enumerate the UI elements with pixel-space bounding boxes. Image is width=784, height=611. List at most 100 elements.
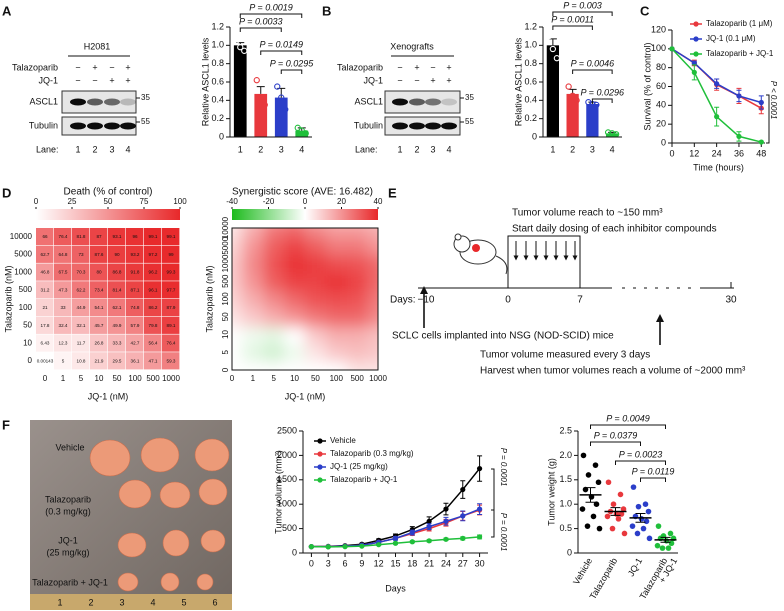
significance-bracket [260, 50, 303, 55]
y-tick-label: 0.8 [524, 58, 537, 68]
data-point [593, 501, 600, 508]
colorbar-tick-label: 25 [68, 197, 77, 206]
heatmap-cell [126, 245, 144, 263]
cell-value: 47.1 [149, 358, 158, 363]
treatment-sign: + [92, 62, 97, 72]
x-axis-label: JQ-1 (nM) [88, 391, 129, 401]
panel-label: D [2, 185, 11, 200]
y-axis-label: Relative ASCL1 levels [513, 37, 523, 126]
cell-value: 81.8 [77, 234, 86, 239]
surface-cell [242, 236, 265, 256]
heatmap-cell [54, 228, 72, 246]
lane-number: 3 [430, 144, 435, 154]
blot-band [441, 98, 457, 106]
heatmap-cell [108, 299, 126, 317]
x-axis-label: Days [385, 583, 406, 593]
y-tick-label: 1.0 [524, 40, 537, 50]
cell-value: 97.7 [167, 287, 176, 292]
cell-value: 99.1 [149, 234, 158, 239]
cell-value: 89.1 [167, 323, 176, 328]
heatmap-cell [162, 299, 180, 317]
heatmap-cell [108, 228, 126, 246]
cell-value: 76.4 [59, 234, 68, 239]
bar [233, 45, 247, 138]
surface-cell [263, 272, 286, 292]
surface-cell [232, 228, 244, 238]
lane-label: Lane: [355, 144, 378, 154]
data-point [736, 93, 742, 99]
data-point [460, 535, 466, 541]
surface-cell [232, 343, 244, 363]
panel-label: A [2, 3, 12, 18]
data-point [645, 508, 652, 515]
surface-cell [284, 290, 306, 309]
treatment-label: Talazoparib [337, 62, 383, 72]
colorbar-tick-label: 75 [140, 197, 149, 206]
data-point [584, 523, 591, 529]
lane-number: 2 [92, 144, 97, 154]
lane-number: 3 [109, 144, 114, 154]
data-point [443, 536, 449, 542]
surface-cell [367, 307, 378, 327]
bar [295, 130, 309, 137]
legend-label: Talazoparib (0.3 mg/kg) [330, 449, 414, 458]
data-point [579, 506, 586, 512]
surface-cell [284, 361, 306, 370]
plot-frame [231, 227, 379, 371]
data-point [545, 33, 553, 40]
blot-band [409, 122, 425, 130]
blot-band [425, 98, 441, 106]
surface-cell [263, 236, 286, 256]
heatmap-cell [54, 299, 72, 317]
legend-label: Talazoparib + JQ-1 [330, 475, 398, 484]
x-tick-label: 0 [43, 374, 48, 383]
x-tick-label: 1 [61, 374, 66, 383]
y-axis-label: Talazoparib (nM) [3, 265, 13, 332]
lane-number: 4 [446, 144, 451, 154]
cell-value: 54.1 [95, 305, 104, 310]
surface-cell [263, 228, 286, 238]
surface-cell [346, 307, 369, 327]
heatmap-cell [108, 263, 126, 281]
y-axis-label: Talazoparib (nM) [204, 265, 214, 332]
cell-value: 74.8 [131, 305, 140, 310]
surface-cell [346, 272, 369, 292]
band-label: ASCL1 [354, 96, 383, 106]
data-point [392, 535, 399, 541]
cell-value: 11.7 [77, 341, 86, 346]
y-tick-label: 100 [651, 43, 666, 53]
heatmap-cell [90, 299, 108, 317]
heatmap-cell [144, 299, 162, 317]
blot-band [104, 98, 120, 106]
lane-number: 2 [414, 144, 419, 154]
heatmap-cell [90, 228, 108, 246]
data-point [667, 530, 674, 537]
y-tick-label: 100 [221, 292, 230, 306]
blot-title: Xenografts [390, 41, 434, 51]
surface-cell [263, 307, 286, 327]
cell-value: 47.3 [59, 287, 68, 292]
cell-value: 87.6 [95, 252, 104, 257]
heatmap-cell [90, 316, 108, 334]
surface-cell [232, 307, 244, 327]
heatmap-cell [108, 281, 126, 299]
significance-bracket [591, 98, 613, 103]
y-tick-label: 0 [567, 547, 572, 557]
cell-value: 97.2 [149, 252, 158, 257]
cell-value: 49.9 [113, 323, 122, 328]
cell-value: 33 [60, 305, 66, 310]
treatment-sign: + [109, 75, 114, 85]
y-tick-label: 500 [282, 523, 297, 533]
treatment-sign: + [414, 62, 419, 72]
data-point [668, 540, 675, 547]
cell-value: 10.8 [77, 358, 86, 363]
x-tick-label: 4 [610, 144, 615, 154]
surface-cell [367, 236, 378, 256]
surface-cell [346, 290, 369, 309]
x-tick-label: 100 [128, 374, 142, 383]
x-tick-label: 500 [350, 374, 364, 383]
data-point [553, 55, 561, 62]
heatmap-cell [162, 352, 180, 370]
p-value: P = 0.0011 [551, 14, 594, 24]
heatmap-cell [72, 334, 90, 352]
